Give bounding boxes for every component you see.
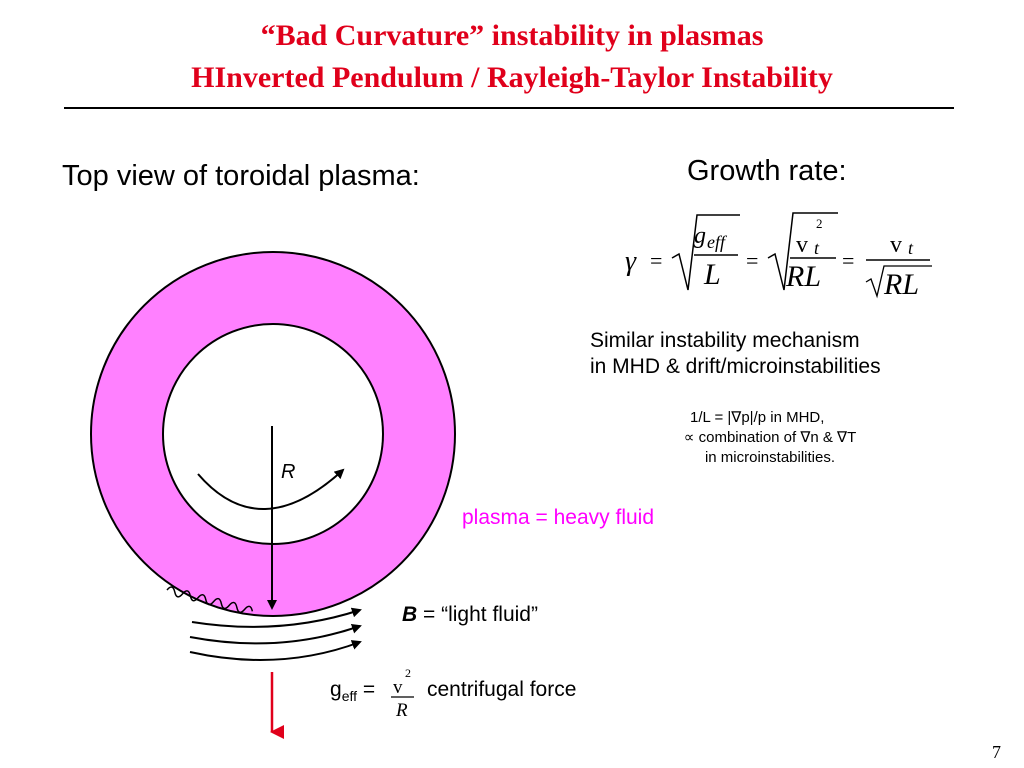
note-line-2: ∝ combination of ∇n & ∇T [683,429,857,446]
t-sub-3: t [908,238,914,258]
similar-line-1: Similar instability mechanism [590,329,860,352]
sqrt-3 [865,265,932,299]
slide-subtitle: ΗInverted Pendulum / Rayleigh-Taylor Ins… [191,61,833,94]
field-line-3 [189,640,362,661]
v2-over-R-fraction: v 2 R [391,666,414,721]
top-view-heading: Top view of toroidal plasma: [62,160,420,192]
v-num-2: v [796,232,808,258]
exp-2: 2 [816,216,823,231]
t-sub-2: t [814,238,820,258]
gamma-symbol: γ [625,246,637,277]
eq-2: = [746,248,758,273]
title-divider [64,107,954,109]
eq-3: = [842,248,854,273]
rotation-arrow [197,468,345,510]
v-frac-exp: 2 [405,666,411,680]
field-line-2 [189,623,362,645]
growth-rate-formula: γ = g eff L = v t 2 RL = v t RL [625,212,932,301]
page-number: 7 [992,742,1001,762]
note-line-1: 1/L = |∇p|/p in MHD, [690,409,825,426]
g-num: g [694,223,706,249]
perturbation-squiggle [166,586,254,614]
geff-g: g [330,678,342,701]
L-den: L [703,258,721,291]
light-fluid-text: = “light fluid” [417,603,538,626]
growth-rate-heading: Growth rate: [687,155,847,187]
RL-den-2: RL [785,260,821,293]
geff-equals: = [357,678,376,701]
RL-den-3: RL [883,268,919,301]
scale-length-note: 1/L = |∇p|/p in MHD, ∝ combination of ∇n… [660,408,880,468]
note-line-3: in microinstabilities. [704,449,836,466]
light-fluid-label: B = “light fluid” [402,603,538,627]
eq-1: = [650,248,662,273]
heavy-fluid-label: plasma = heavy fluid [462,506,655,529]
centrifugal-force-label: centrifugal force [427,678,577,701]
similar-line-2: in MHD & drift/microinstabilities [590,355,881,378]
B-symbol: B [402,603,418,626]
v-num-3: v [890,232,902,258]
sqrt-2 [767,212,838,291]
radius-label: R [281,461,295,483]
R-frac-den: R [395,700,408,721]
geff-subscript: eff [341,688,357,705]
geff-label: geff = [330,678,375,704]
eff-sub: eff [707,232,728,252]
slide-title: “Bad Curvature” instability in plasmas [260,19,764,52]
sqrt-1 [671,214,740,291]
field-line-1 [191,607,362,628]
similar-mechanism-text: Similar instability mechanism in MHD & d… [590,328,881,380]
v-frac-num: v [393,677,403,698]
